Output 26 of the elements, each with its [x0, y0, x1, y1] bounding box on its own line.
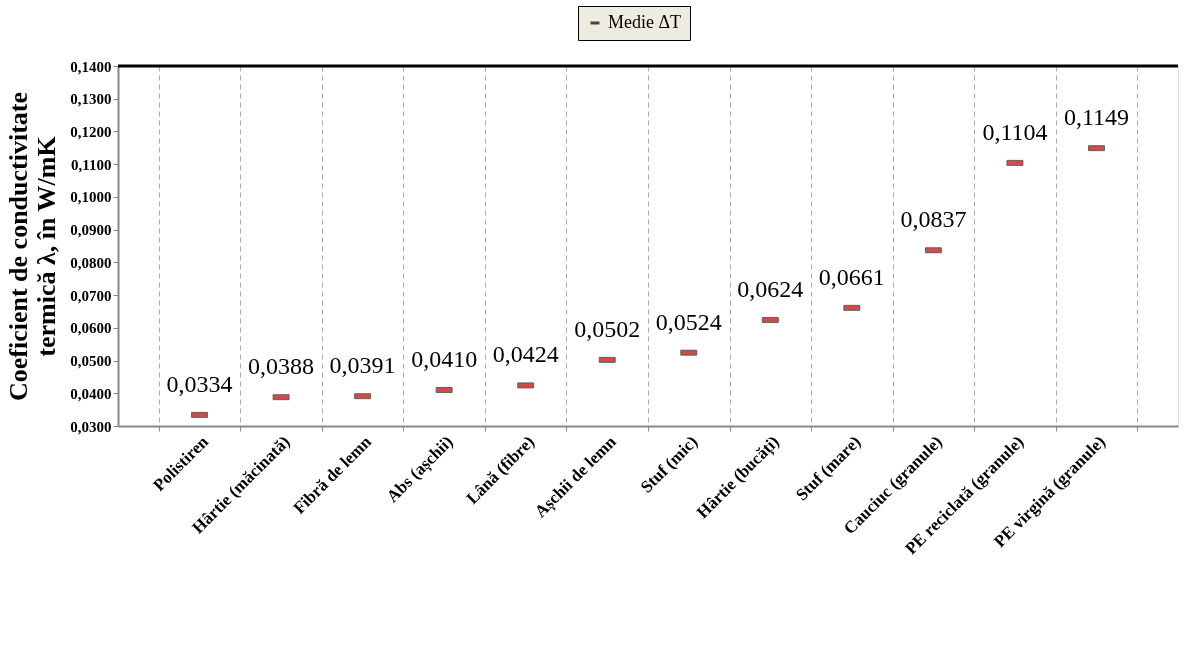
y-tick-label: 0,0600: [70, 320, 112, 337]
data-label: 0,1149: [1063, 104, 1130, 131]
data-label: 0,0391: [329, 352, 396, 379]
y-tick-label: 0,0400: [70, 385, 112, 402]
y-tick-label: 0,0500: [70, 353, 112, 370]
data-label: 0,0502: [574, 315, 641, 342]
data-label: 0,1104: [982, 118, 1048, 145]
data-label: 0,0410: [411, 346, 478, 372]
y-tick-label: 0,0700: [70, 287, 112, 304]
data-label: 0,0424: [492, 341, 559, 368]
data-label: 0,0837: [900, 206, 967, 233]
y-tick-label: 0,0900: [70, 222, 112, 239]
legend-label: Medie ΔT: [608, 12, 682, 32]
data-label: 0,0388: [248, 353, 315, 380]
y-tick-label: 0,0800: [70, 254, 112, 271]
y-tick-label: 0,1400: [70, 58, 112, 75]
y-tick-label: 0,1200: [70, 123, 112, 140]
data-label: 0,0334: [166, 370, 233, 397]
y-tick-label: 0,1000: [70, 189, 112, 206]
y-tick-label: 0,1300: [70, 91, 112, 108]
data-label: 0,0524: [655, 308, 722, 335]
data-label: 0,0624: [737, 275, 804, 302]
y-tick-label: 0,1100: [71, 156, 112, 173]
y-tick-label: 0,0300: [70, 418, 112, 435]
y-axis-title: Coeficient de conductivitate termică λ, în W/mK: [4, 91, 62, 402]
data-label: 0,0661: [818, 263, 885, 290]
